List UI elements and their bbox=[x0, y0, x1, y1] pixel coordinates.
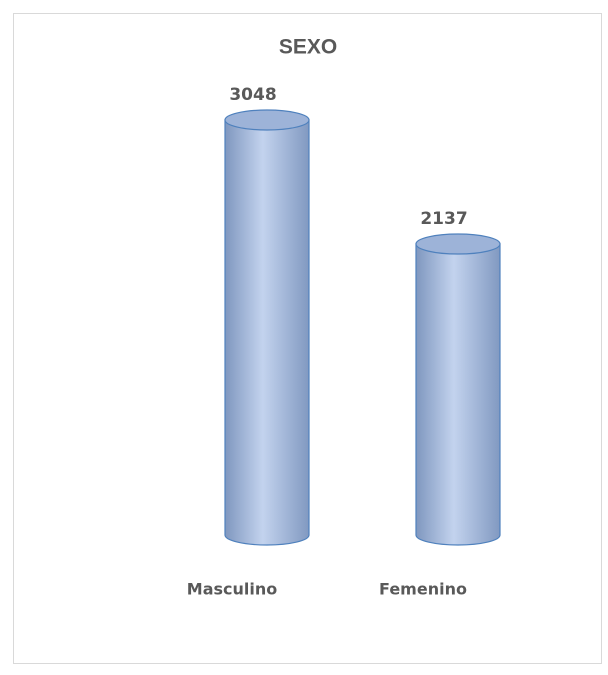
cylinder-top bbox=[224, 109, 310, 131]
chart-title: SEXO bbox=[279, 36, 337, 59]
category-label: Femenino bbox=[379, 580, 467, 599]
cylinder-top bbox=[415, 233, 501, 255]
cylinder-bar bbox=[224, 119, 310, 546]
value-label: 3048 bbox=[229, 85, 276, 105]
category-label: Masculino bbox=[187, 580, 277, 599]
value-label: 2137 bbox=[420, 209, 467, 229]
cylinder-bar bbox=[415, 243, 501, 546]
